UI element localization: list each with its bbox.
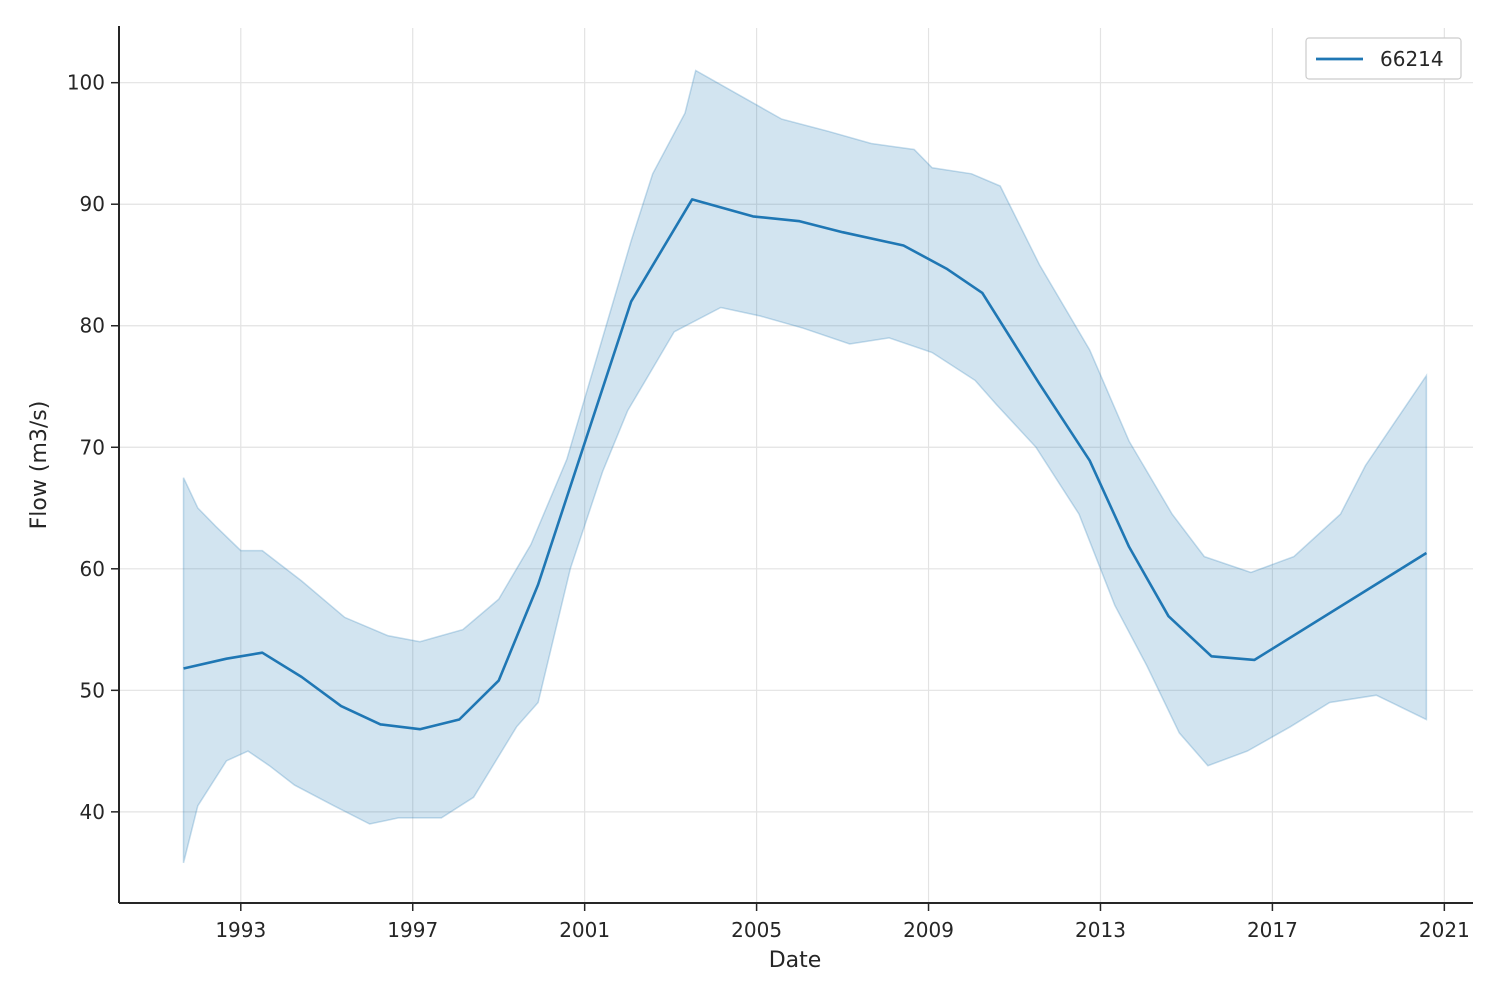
legend: 66214 <box>1305 37 1462 80</box>
y-tick-label: 70 <box>80 435 105 459</box>
x-tick-label: 2017 <box>1247 918 1298 942</box>
legend-label: 66214 <box>1380 47 1444 71</box>
y-tick-label: 40 <box>80 800 105 824</box>
y-tick-label: 90 <box>80 192 105 216</box>
x-tick-label: 1993 <box>215 918 266 942</box>
y-tick-label: 100 <box>67 71 105 95</box>
y-axis-ticks: 40 50 60 70 80 90 100 <box>67 71 119 824</box>
y-tick-label: 80 <box>80 314 105 338</box>
series-line-66214 <box>183 198 1428 731</box>
y-tick-label: 50 <box>80 678 105 702</box>
legend-frame <box>1305 37 1462 80</box>
x-axis-label: Date <box>769 948 822 973</box>
series-lines <box>183 198 1428 731</box>
x-axis-ticks: 1993 1997 2001 2005 2009 2013 2017 2021 <box>215 903 1470 942</box>
confidence-band-group <box>182 69 1428 864</box>
y-tick-label: 60 <box>80 557 105 581</box>
x-tick-label: 2013 <box>1075 918 1126 942</box>
x-tick-label: 1997 <box>387 918 438 942</box>
x-tick-label: 2009 <box>903 918 954 942</box>
y-axis-label: Flow (m3/s) <box>27 401 52 530</box>
x-tick-label: 2021 <box>1419 918 1470 942</box>
x-tick-label: 2005 <box>731 918 782 942</box>
confidence-band <box>182 69 1428 864</box>
gridlines <box>119 28 1473 903</box>
axes <box>118 26 1473 904</box>
x-tick-label: 2001 <box>559 918 610 942</box>
